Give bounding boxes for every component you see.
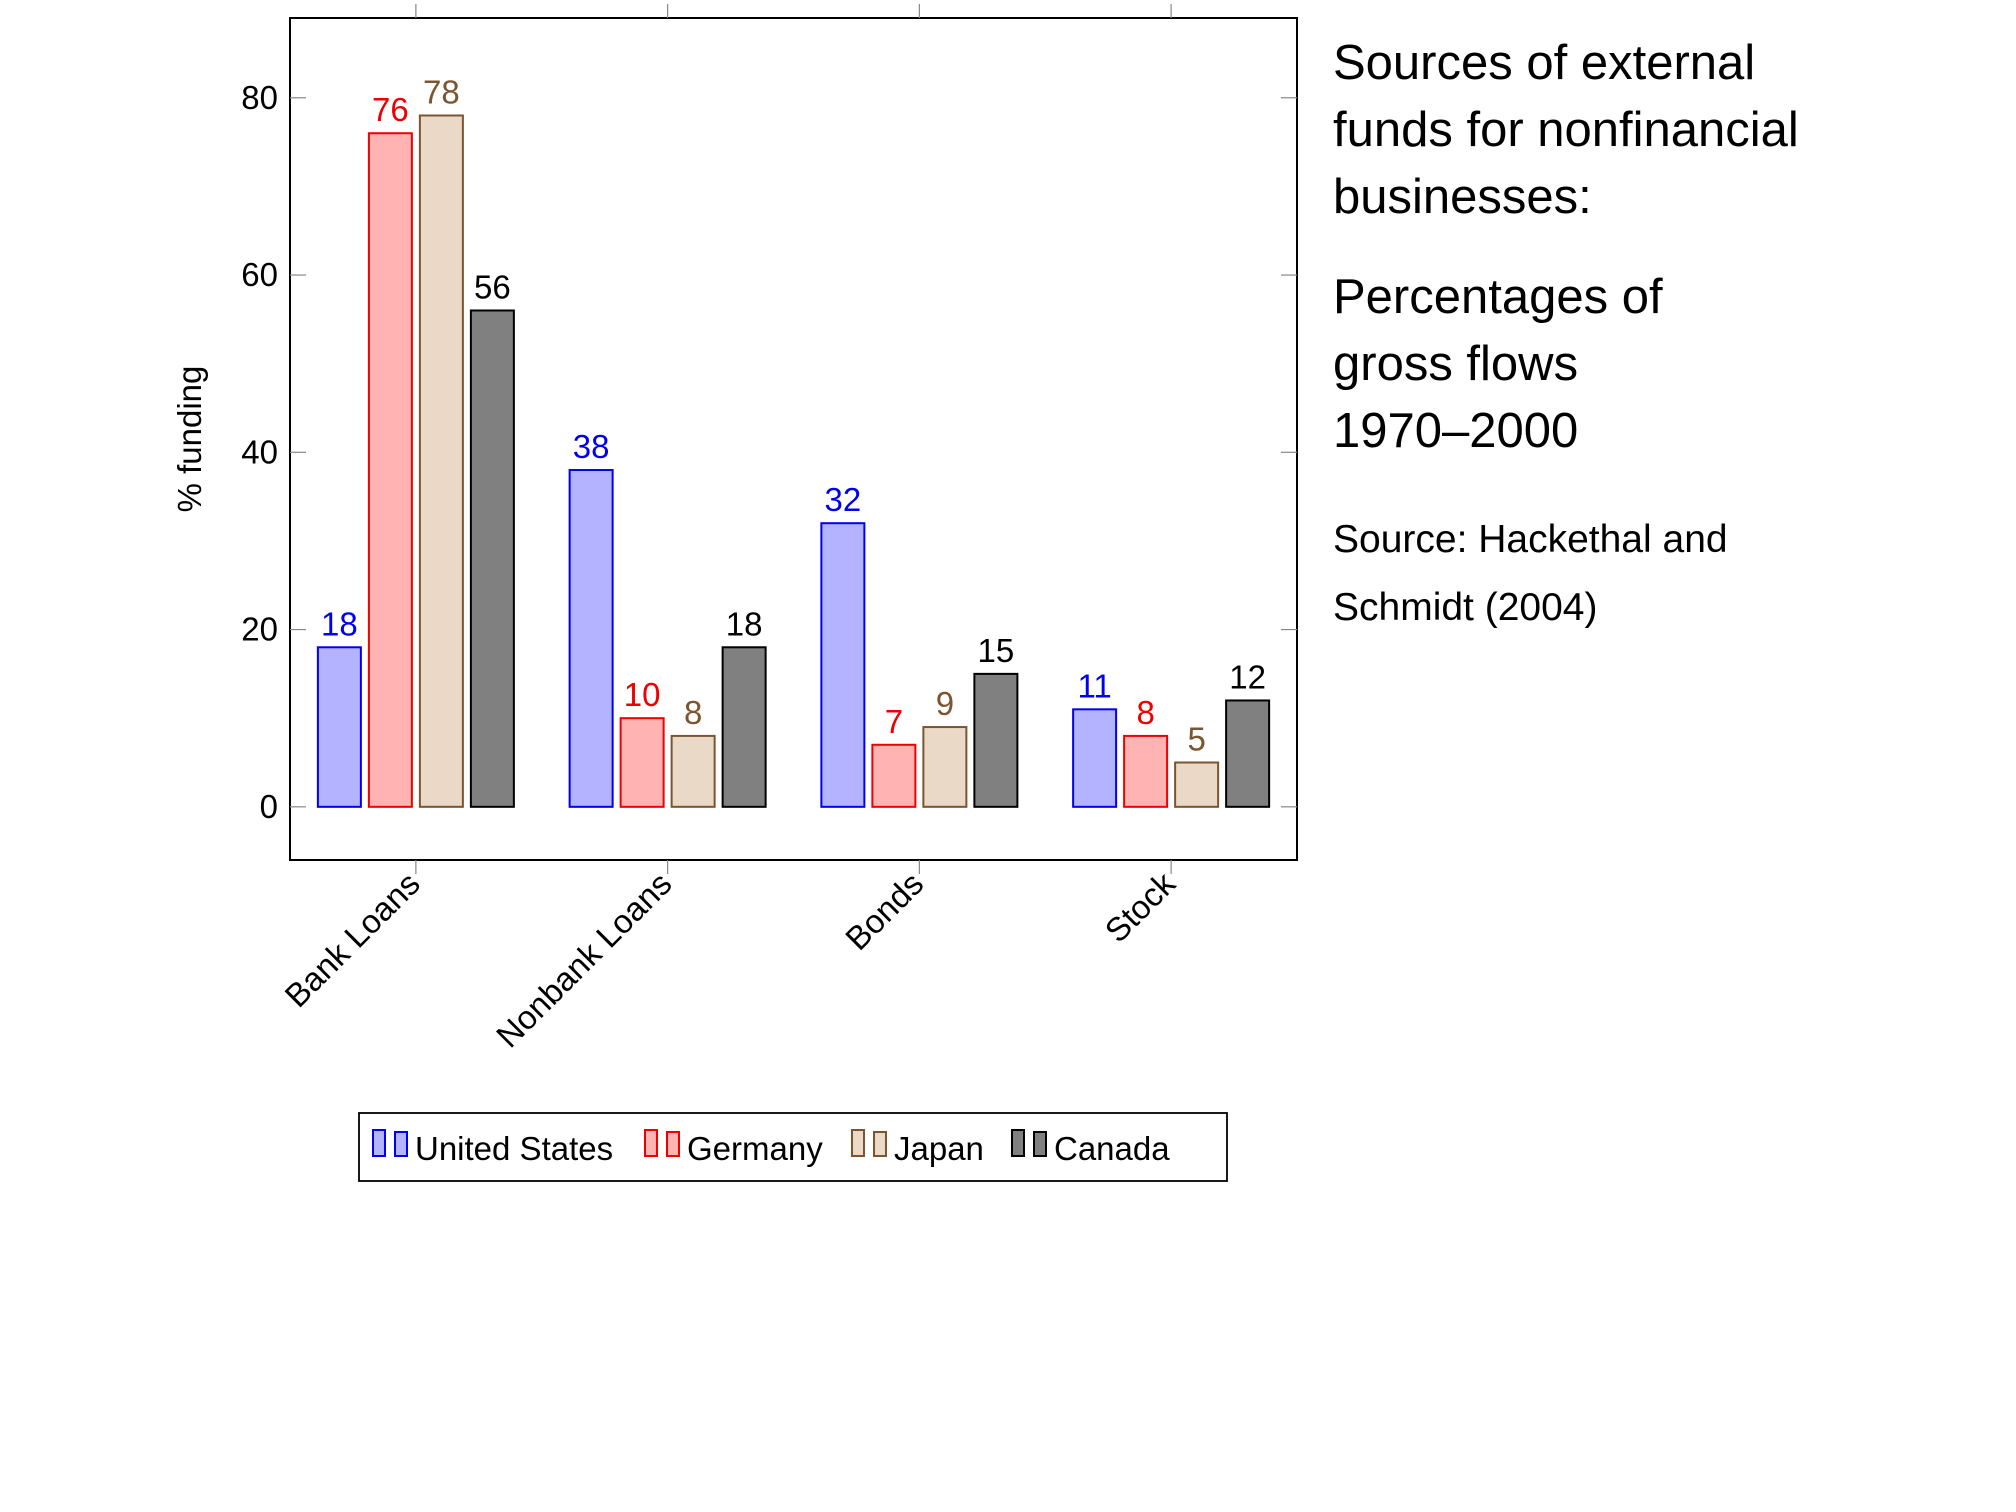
bar — [568, 469, 614, 808]
legend-swatch — [644, 1129, 658, 1157]
legend-swatch — [666, 1131, 680, 1157]
legend-label: United States — [415, 1130, 613, 1167]
bar-value-label: 7 — [885, 703, 903, 740]
legend-label: Canada — [1054, 1130, 1170, 1167]
bar — [721, 646, 767, 808]
y-tick-label: 80 — [241, 79, 278, 116]
bar — [922, 726, 968, 808]
bar — [418, 114, 464, 808]
chart-title: Sources of external funds for nonfinanci… — [1333, 30, 1893, 231]
legend-swatch — [1033, 1131, 1047, 1157]
bar-value-label: 76 — [372, 91, 409, 128]
y-tick-label: 60 — [241, 256, 278, 293]
legend-swatch — [372, 1129, 386, 1157]
bar — [1123, 734, 1169, 808]
y-tick-label: 20 — [241, 611, 278, 648]
bar-value-label: 10 — [624, 676, 661, 713]
legend-label: Germany — [687, 1130, 823, 1167]
bar — [1225, 699, 1271, 808]
chart-subtitle: Percentages of gross flows 1970–2000 — [1333, 264, 1893, 465]
y-tick-label: 40 — [241, 433, 278, 470]
x-tick-label: Nonbank Loans — [489, 865, 679, 1055]
bar — [367, 132, 413, 808]
legend-swatch — [394, 1131, 408, 1157]
bar-value-label: 12 — [1229, 658, 1266, 695]
bar-value-label: 38 — [573, 428, 610, 465]
y-axis-label: % funding — [171, 366, 208, 513]
title-line-3: businesses: — [1333, 170, 1592, 224]
bar-value-label: 78 — [423, 73, 460, 110]
legend-swatch — [851, 1129, 865, 1157]
x-tick-label: Bonds — [838, 865, 930, 957]
legend-swatch — [1011, 1129, 1025, 1157]
bar — [1072, 708, 1118, 808]
bar-value-label: 11 — [1077, 667, 1111, 704]
x-tick-label: Bank Loans — [277, 865, 426, 1014]
subtitle-line-2: gross flows — [1333, 337, 1579, 391]
legend-label: Japan — [894, 1130, 984, 1167]
axes-layer: 0 20 40 60 80 Bank Loans Nonbank Loans Bonds Sto… — [171, 4, 1298, 1055]
bar — [820, 522, 866, 808]
y-tick-label: 0 — [260, 788, 278, 825]
bar-value-label: 8 — [1136, 694, 1154, 731]
plot-frame — [289, 17, 1298, 861]
bar-value-label: 56 — [474, 268, 511, 305]
title-line-1: Sources of external — [1333, 36, 1756, 90]
bar — [973, 672, 1019, 808]
bar — [670, 734, 716, 808]
subtitle-line-1: Percentages of — [1333, 270, 1663, 324]
legend: United States Germany Japan Canada — [358, 1112, 1228, 1182]
bar-value-label: 5 — [1187, 721, 1205, 758]
bar-value-label: 32 — [825, 481, 862, 518]
source-note: Source: Hackethal and Schmidt (2004) — [1333, 506, 1893, 642]
x-tick-label: Stock — [1098, 864, 1183, 949]
legend-box — [358, 1112, 1228, 1182]
bar — [1174, 761, 1220, 808]
source-line-2: Schmidt (2004) — [1333, 586, 1598, 629]
bar-value-label: 18 — [321, 605, 358, 642]
source-line-1: Source: Hackethal and — [1333, 518, 1728, 561]
bar — [619, 717, 665, 808]
bar-value-label: 9 — [936, 685, 954, 722]
subtitle-line-3: 1970–2000 — [1333, 404, 1579, 458]
bar — [469, 309, 515, 808]
bar — [316, 646, 362, 808]
bar — [871, 743, 917, 808]
bar-value-label: 15 — [978, 632, 1015, 669]
title-line-2: funds for nonfinancial — [1333, 103, 1799, 157]
bar-value-label: 18 — [726, 605, 763, 642]
bar-value-label: 8 — [684, 694, 702, 731]
legend-swatch — [873, 1131, 887, 1157]
